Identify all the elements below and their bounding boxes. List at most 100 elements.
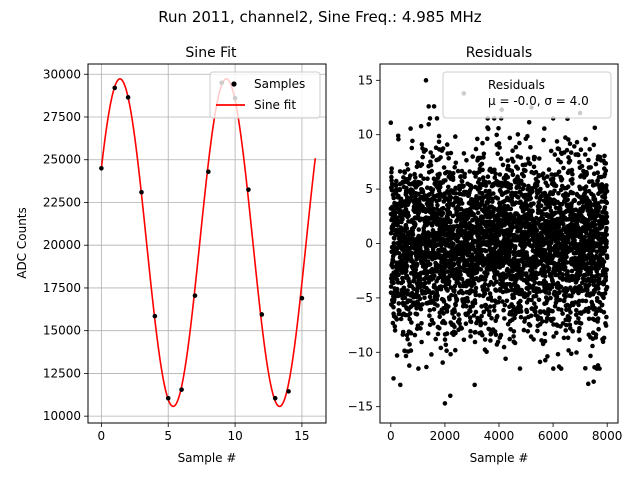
residual-point <box>440 205 446 211</box>
residual-point <box>570 181 575 186</box>
residual-point <box>597 204 602 210</box>
residual-point <box>537 197 543 202</box>
residual-point <box>551 366 556 371</box>
residual-point <box>487 291 493 296</box>
residual-point <box>533 293 539 299</box>
residual-point <box>569 268 575 274</box>
residual-point <box>602 205 608 210</box>
residual-point <box>461 183 466 189</box>
residual-point <box>559 176 565 182</box>
residual-point <box>426 122 432 127</box>
residual-point <box>511 334 516 339</box>
residual-point <box>412 179 417 185</box>
residual-point <box>528 145 533 150</box>
residual-point <box>517 366 523 371</box>
residual-point <box>389 174 394 180</box>
residual-point <box>568 310 573 315</box>
residual-point <box>501 307 506 313</box>
residual-point <box>480 191 485 196</box>
residual-point <box>429 352 434 357</box>
residual-point <box>405 288 410 293</box>
residual-point <box>453 302 458 308</box>
sample-point <box>179 387 184 392</box>
residual-point <box>576 298 582 304</box>
residual-point <box>565 335 571 341</box>
residual-point <box>538 310 543 315</box>
residual-point <box>457 317 462 322</box>
residual-point <box>479 161 485 167</box>
sine-fit-ylabel: ADC Counts <box>15 207 29 279</box>
residual-point <box>603 161 609 166</box>
sine-fit-curve <box>100 78 317 408</box>
residual-point <box>593 332 599 337</box>
residual-point <box>462 171 468 177</box>
residual-point <box>415 261 420 267</box>
residual-point <box>524 204 530 209</box>
residual-point <box>576 152 581 158</box>
residual-point <box>553 210 559 215</box>
residual-point <box>481 309 487 315</box>
residual-point <box>416 366 421 371</box>
residual-point <box>535 179 541 184</box>
residual-point <box>604 200 610 206</box>
residual-point <box>442 266 447 271</box>
residual-point <box>604 188 610 194</box>
residual-point <box>449 292 454 298</box>
residual-point <box>532 280 538 286</box>
residual-point <box>453 185 458 191</box>
residual-point <box>567 322 573 328</box>
residual-point <box>472 339 478 345</box>
residual-point <box>422 295 427 301</box>
residual-point <box>396 301 402 306</box>
residual-point <box>457 321 462 326</box>
residual-point <box>438 284 444 289</box>
residual-point <box>595 170 600 175</box>
residual-point <box>572 198 577 203</box>
sine-fit-title: Sine Fit <box>185 45 237 61</box>
residual-point <box>457 187 463 192</box>
sample-point <box>139 189 144 195</box>
sine-fit-ytick-label: 30000 <box>43 67 81 81</box>
residual-point <box>513 144 519 150</box>
residual-point <box>586 157 591 163</box>
residual-point <box>542 270 547 276</box>
residual-point <box>404 268 409 274</box>
residual-point <box>576 265 581 270</box>
residual-point <box>475 210 481 216</box>
residual-point <box>486 126 491 132</box>
residual-point <box>441 311 446 316</box>
residual-point <box>505 266 510 272</box>
residual-point <box>408 330 414 336</box>
residual-point <box>604 214 610 219</box>
residual-point <box>407 311 413 316</box>
residual-point <box>604 225 609 231</box>
residual-point <box>543 280 549 286</box>
residual-point <box>576 194 582 199</box>
residual-point <box>497 145 502 150</box>
residual-point <box>573 312 579 318</box>
residual-point <box>420 302 425 307</box>
residual-point <box>413 222 418 227</box>
residual-point <box>479 313 484 319</box>
sine-fit-xtick-label: 15 <box>294 429 309 443</box>
residual-point <box>538 186 543 192</box>
residual-point <box>588 165 593 170</box>
residual-point <box>448 220 453 225</box>
residual-point <box>512 340 518 346</box>
residual-point <box>604 284 610 290</box>
residual-point <box>604 183 609 188</box>
residual-point <box>580 199 585 205</box>
residual-point <box>469 252 475 257</box>
residual-point <box>435 331 441 337</box>
residual-point <box>418 173 424 178</box>
residual-point <box>389 169 394 175</box>
residual-point <box>601 295 606 301</box>
residual-point <box>493 332 499 338</box>
residual-point <box>434 116 440 121</box>
residual-point <box>459 168 465 174</box>
residual-point <box>492 167 497 173</box>
residual-point <box>577 272 583 278</box>
residual-point <box>428 150 434 155</box>
residual-point <box>444 142 450 147</box>
residual-point <box>485 271 490 276</box>
